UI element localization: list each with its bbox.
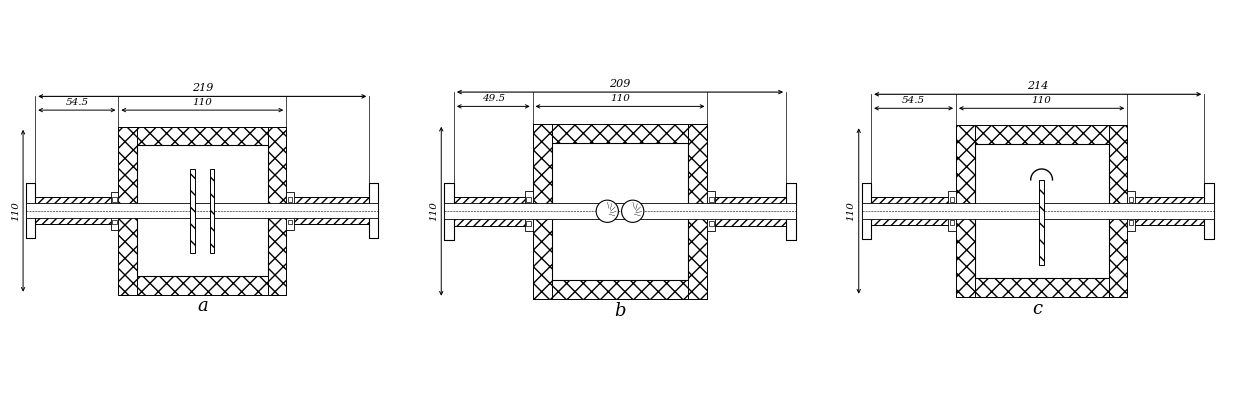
Bar (444, 203, 796, 219)
Bar (268, 127, 286, 295)
Bar (707, 197, 786, 226)
Bar (110, 192, 118, 230)
Bar (786, 182, 796, 240)
Bar (533, 124, 707, 143)
Bar (118, 276, 286, 295)
Text: 110: 110 (847, 201, 856, 221)
Bar (950, 220, 955, 225)
Bar (526, 221, 531, 226)
Bar (26, 183, 35, 238)
Text: 110: 110 (610, 94, 630, 103)
Text: 49.5: 49.5 (481, 94, 505, 103)
Bar (1204, 183, 1214, 239)
Bar (956, 125, 975, 297)
Bar (526, 197, 531, 202)
Bar (1109, 125, 1127, 297)
Bar (533, 279, 707, 299)
Bar (709, 197, 714, 202)
Bar (1204, 183, 1214, 239)
Text: 54.5: 54.5 (901, 96, 925, 105)
Text: 110: 110 (1032, 96, 1052, 105)
Bar (950, 197, 955, 202)
Text: b: b (614, 302, 626, 320)
Bar (1128, 197, 1133, 202)
Bar (862, 183, 872, 239)
Bar (525, 191, 533, 231)
Bar (956, 125, 1127, 144)
Bar (975, 144, 1109, 278)
Bar (862, 183, 872, 239)
Bar (1039, 180, 1044, 266)
Text: 5: 5 (1039, 175, 1044, 185)
Bar (113, 197, 117, 202)
Bar (552, 143, 688, 279)
Text: 214: 214 (1027, 81, 1048, 91)
Bar (1128, 220, 1133, 225)
Bar (949, 192, 956, 231)
Bar (35, 197, 118, 224)
Bar (444, 182, 454, 240)
Bar (786, 182, 796, 240)
Text: 10: 10 (196, 172, 208, 181)
Bar (1127, 192, 1135, 231)
Bar (286, 197, 370, 224)
Bar (862, 203, 1214, 219)
Bar (709, 221, 714, 226)
Bar (533, 124, 552, 299)
Bar (1127, 197, 1204, 225)
Bar (26, 183, 35, 238)
Text: 110: 110 (429, 201, 438, 221)
Text: 110: 110 (192, 98, 212, 107)
Bar (288, 220, 293, 224)
Circle shape (621, 200, 644, 222)
Bar (288, 197, 293, 202)
Bar (872, 197, 956, 225)
Bar (286, 192, 294, 230)
Bar (707, 191, 715, 231)
Text: 209: 209 (609, 79, 631, 89)
Bar (118, 127, 136, 295)
Text: 54.5: 54.5 (66, 98, 88, 107)
Bar (113, 220, 117, 224)
Bar (370, 183, 378, 238)
Bar (118, 127, 286, 145)
Text: 110: 110 (11, 201, 20, 221)
Circle shape (596, 200, 619, 222)
Bar (136, 145, 268, 276)
Text: 219: 219 (192, 83, 213, 93)
Bar (370, 183, 378, 238)
Bar (210, 169, 215, 253)
Text: a: a (197, 297, 207, 315)
Bar (190, 169, 195, 253)
Bar (454, 197, 533, 226)
Bar (956, 278, 1127, 297)
Bar (444, 182, 454, 240)
Text: c: c (1033, 300, 1043, 318)
Bar (26, 203, 378, 218)
Bar (688, 124, 707, 299)
